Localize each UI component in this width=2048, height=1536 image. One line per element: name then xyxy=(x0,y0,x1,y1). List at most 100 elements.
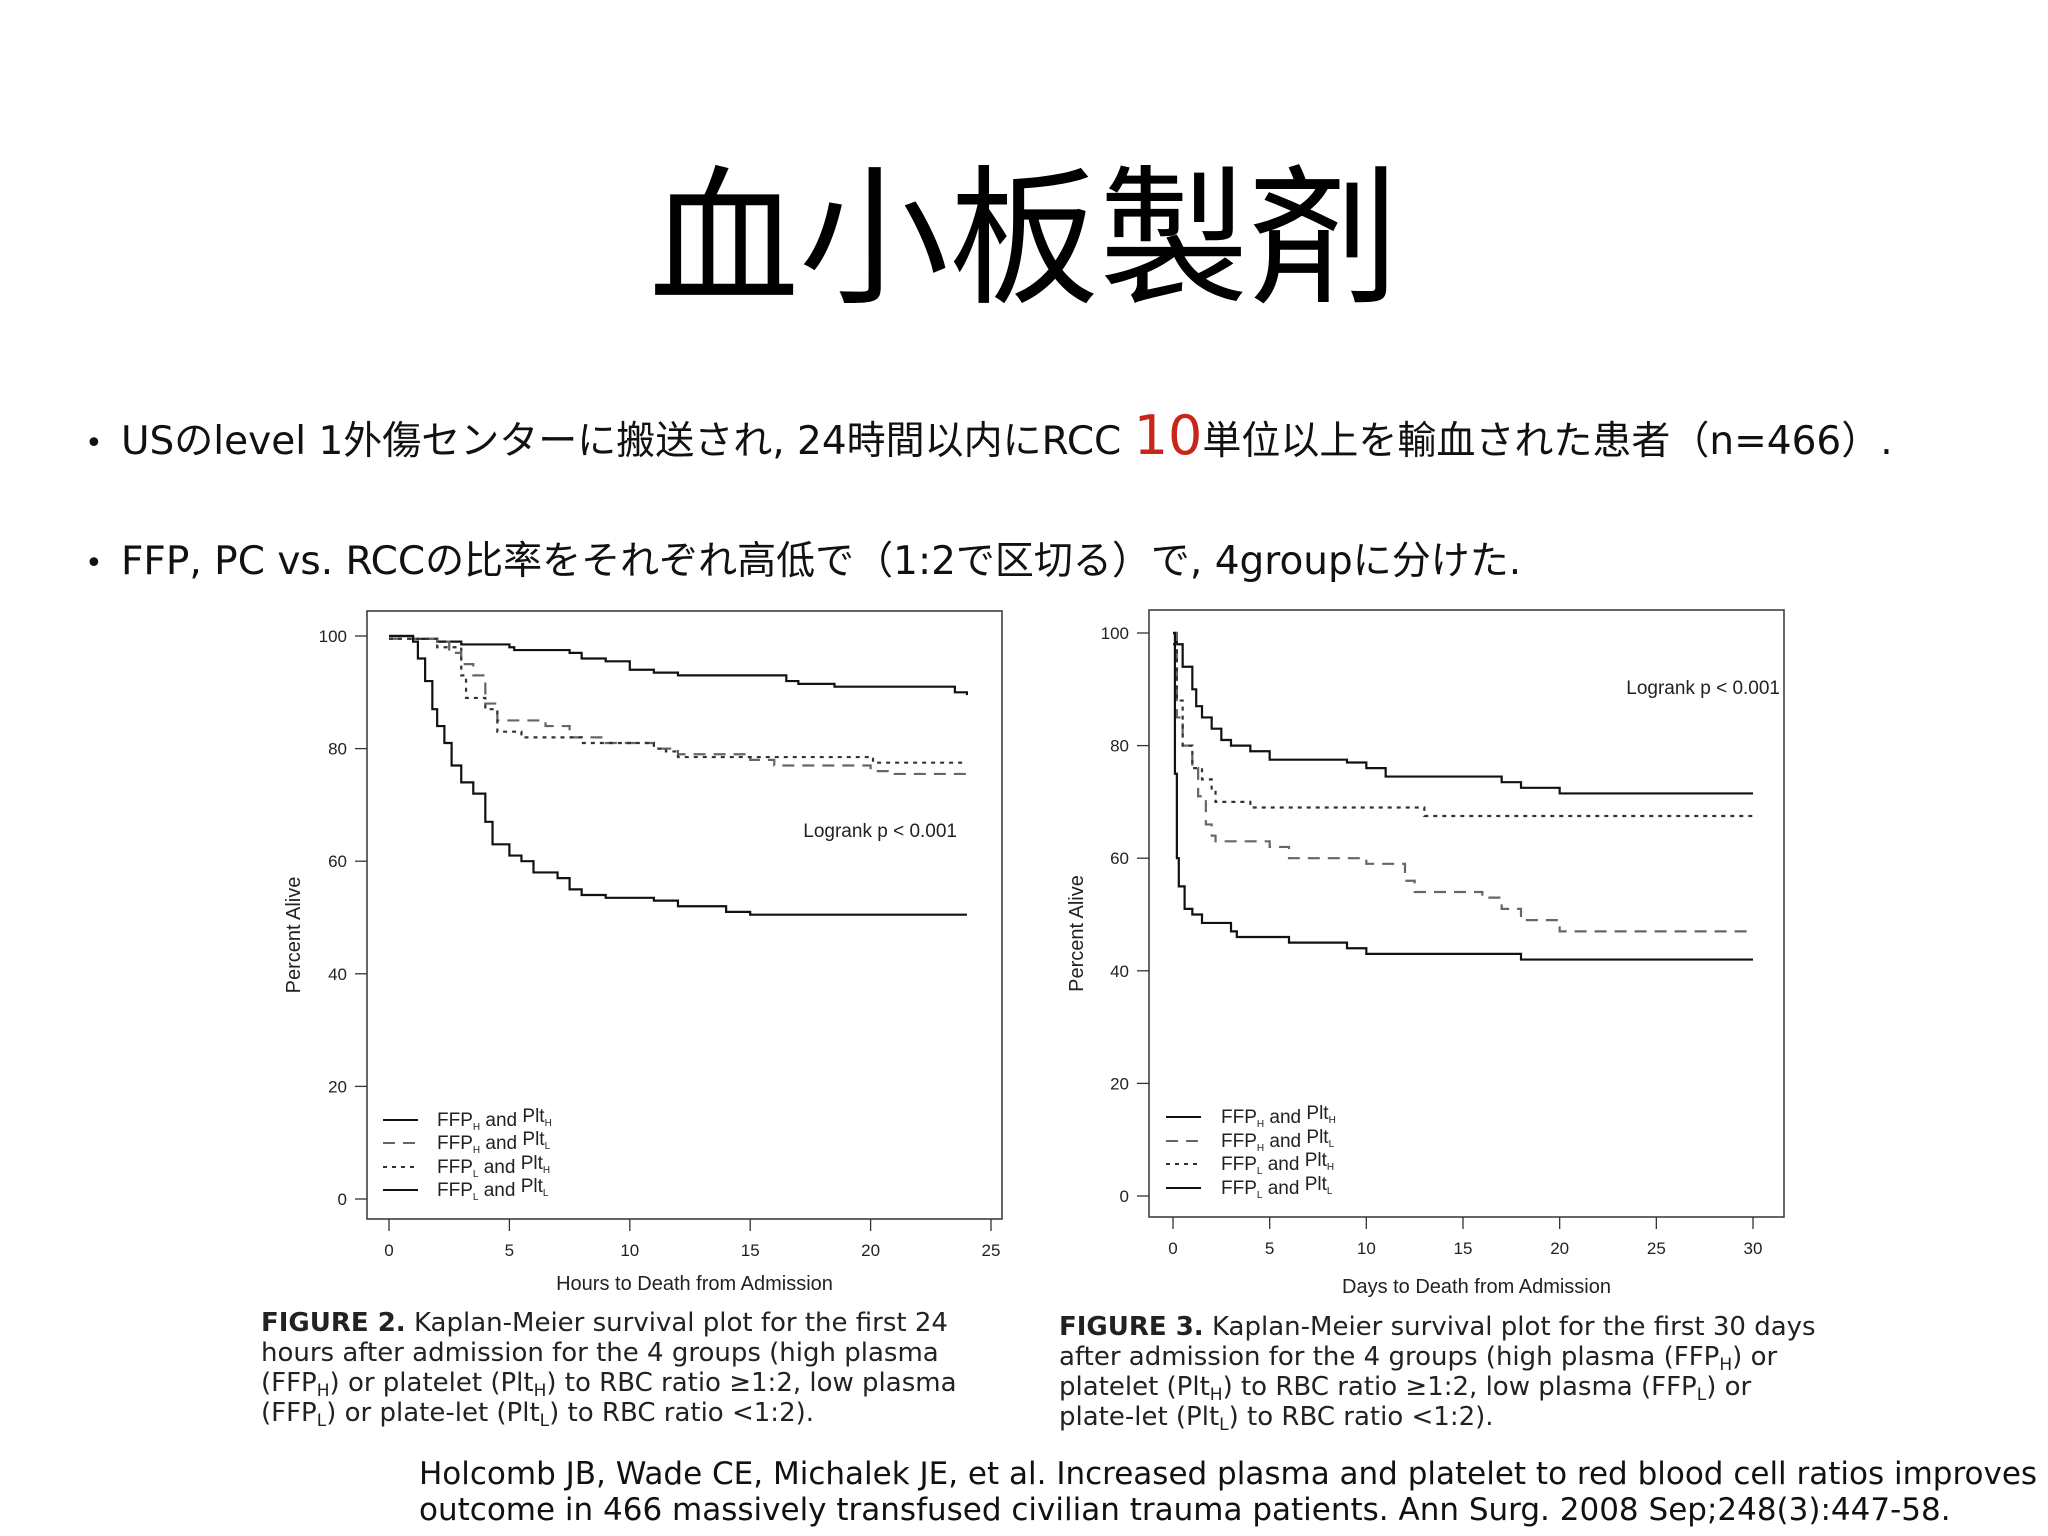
caption-text: ) or platelet (Plt xyxy=(329,1368,534,1398)
legend-text: and xyxy=(1264,1131,1306,1152)
legend-text: and xyxy=(480,1133,522,1154)
survival-curve-solid xyxy=(389,634,969,696)
logrank-annotation: Logrank p < 0.001 xyxy=(803,821,957,842)
legend-entry: FFPH and PltH xyxy=(1221,1103,1336,1130)
caption-label: FIGURE 2. xyxy=(261,1308,406,1338)
legend-subscript: H xyxy=(1329,1115,1336,1126)
legend-text: FFP xyxy=(1221,1178,1257,1199)
survival-curve-dotted xyxy=(1173,643,1753,818)
legend-subscript: L xyxy=(473,1169,479,1180)
legend-text: Plt xyxy=(522,1129,545,1150)
legend-subscript: L xyxy=(1257,1166,1263,1177)
figure-2-caption: FIGURE 2. Kaplan-Meier survival plot for… xyxy=(261,1308,1021,1431)
caption-subscript: H xyxy=(1209,1385,1223,1405)
x-tick-label: 30 xyxy=(1744,1239,1763,1258)
legend-subscript: L xyxy=(473,1192,479,1203)
legend-entry: FFPH and PltL xyxy=(1221,1127,1335,1154)
legend-subscript: L xyxy=(1327,1186,1333,1197)
legend-subscript: H xyxy=(1327,1162,1334,1173)
logrank-annotation: Logrank p < 0.001 xyxy=(1626,678,1780,699)
x-tick-label: 5 xyxy=(505,1241,514,1260)
y-axis-title: Percent Alive xyxy=(1066,875,1088,992)
figure-3-caption: FIGURE 3. Kaplan-Meier survival plot for… xyxy=(1059,1312,1819,1435)
survival-curve-dotted xyxy=(389,637,967,764)
figure-3-survival-chart: 0 5 10 15 20 25 30 0 20 40 60 80 100 Days to Death fr… xyxy=(1066,609,1785,1298)
legend-subscript: H xyxy=(473,1122,480,1133)
survival-curve-dashed xyxy=(389,637,967,776)
caption-subscript: L xyxy=(316,1411,327,1431)
caption-subscript: H xyxy=(533,1381,547,1401)
bullet-dot-icon: • xyxy=(85,425,103,461)
x-tick-label: 10 xyxy=(620,1241,639,1260)
caption-text: ) to RBC ratio ≥1:2, low plasma (FFP xyxy=(261,1368,957,1428)
y-tick-label: 80 xyxy=(1110,737,1129,756)
bullet-1-text-after: 単位以上を輸血された患者（n=466）. xyxy=(1202,419,1893,464)
x-tick-label: 25 xyxy=(1647,1239,1666,1258)
x-tick-label: 0 xyxy=(384,1241,393,1260)
x-tick-label: 10 xyxy=(1357,1239,1376,1258)
x-axis-title: Days to Death from Admission xyxy=(1342,1276,1611,1298)
caption-subscript: L xyxy=(1219,1415,1229,1435)
bullet-1: • USのlevel 1外傷センターに搬送され, 24時間以内にRCC 10単位以… xyxy=(85,409,1893,469)
caption-text: ) or platelet (Plt xyxy=(1059,1342,1778,1402)
legend-text: Plt xyxy=(521,1153,544,1174)
bullet-2: • FFP, PC vs. RCCの比率をそれぞれ高低で（1:2で区切る）で, 4… xyxy=(85,537,1521,589)
y-tick-label: 20 xyxy=(328,1077,347,1096)
legend-text: and xyxy=(478,1157,520,1178)
x-tick-label: 0 xyxy=(1168,1239,1177,1258)
caption-subscript: H xyxy=(1719,1355,1733,1375)
citation-line-1: Holcomb JB, Wade CE, Michalek JE, et al.… xyxy=(419,1456,2038,1492)
plot-frame xyxy=(1148,609,1785,1218)
y-tick-label: 0 xyxy=(1120,1187,1129,1206)
legend-text: Plt xyxy=(1305,1174,1328,1195)
legend-text: and xyxy=(478,1180,520,1201)
legend-text: Plt xyxy=(1305,1150,1328,1171)
legend-text: Plt xyxy=(521,1176,544,1197)
caption-subscript: L xyxy=(539,1411,550,1431)
x-tick-label: 25 xyxy=(982,1241,1001,1260)
caption-subscript: L xyxy=(1696,1385,1707,1405)
figure-2-survival-chart: 0 5 10 15 20 25 0 20 40 60 80 100 Hours to Death fro… xyxy=(283,610,1003,1295)
legend-entry: FFPL and PltL xyxy=(1221,1174,1333,1201)
legend-text: Plt xyxy=(522,1106,545,1127)
caption-text: ) or plate-let (Plt xyxy=(1059,1372,1752,1432)
legend-text: Plt xyxy=(1306,1103,1329,1124)
legend-text: FFP xyxy=(1221,1107,1257,1128)
legend-entry: FFPL and PltH xyxy=(1221,1150,1334,1177)
legend-text: FFP xyxy=(437,1110,473,1131)
y-tick-label: 100 xyxy=(1101,624,1129,643)
caption-subscript: H xyxy=(316,1381,330,1401)
legend-text: Plt xyxy=(1306,1127,1329,1148)
legend-subscript: H xyxy=(473,1145,480,1156)
survival-curve-solid xyxy=(1173,631,1753,795)
legend-text: FFP xyxy=(1221,1131,1257,1152)
legend-text: and xyxy=(1264,1107,1306,1128)
legend-subscript: H xyxy=(543,1165,550,1176)
legend-text: and xyxy=(480,1110,522,1131)
bullet-dot-icon: • xyxy=(85,545,103,581)
legend-subscript: L xyxy=(1257,1190,1263,1201)
legend-text: FFP xyxy=(437,1157,473,1178)
bullet-1-text-before: USのlevel 1外傷センターに搬送され, 24時間以内にRCC xyxy=(121,419,1134,464)
legend-entry: FFPL and PltL xyxy=(437,1176,549,1203)
legend-entry: FFPH and PltL xyxy=(437,1129,551,1156)
survival-curve-solid xyxy=(1173,631,1753,961)
caption-text: ) to RBC ratio <1:2). xyxy=(549,1398,815,1428)
caption-text: Kaplan-Meier survival plot for the first… xyxy=(1059,1312,1816,1372)
caption-text: ) to RBC ratio ≥1:2, low plasma (FFP xyxy=(1222,1372,1697,1402)
y-axis-title: Percent Alive xyxy=(283,877,305,994)
legend-text: and xyxy=(1262,1178,1304,1199)
legend-text: and xyxy=(1262,1154,1304,1175)
x-tick-label: 15 xyxy=(741,1241,760,1260)
x-tick-label: 15 xyxy=(1454,1239,1473,1258)
x-tick-label: 20 xyxy=(861,1241,880,1260)
legend-subscript: H xyxy=(545,1118,552,1129)
x-tick-label: 20 xyxy=(1550,1239,1569,1258)
bullet-1-highlight: 10 xyxy=(1133,404,1203,467)
caption-text: ) to RBC ratio <1:2). xyxy=(1228,1402,1494,1432)
legend-text: FFP xyxy=(437,1180,473,1201)
plot-frame xyxy=(366,610,1003,1220)
y-tick-label: 40 xyxy=(1110,962,1129,981)
y-tick-label: 20 xyxy=(1110,1074,1129,1093)
y-tick-label: 40 xyxy=(328,965,347,984)
